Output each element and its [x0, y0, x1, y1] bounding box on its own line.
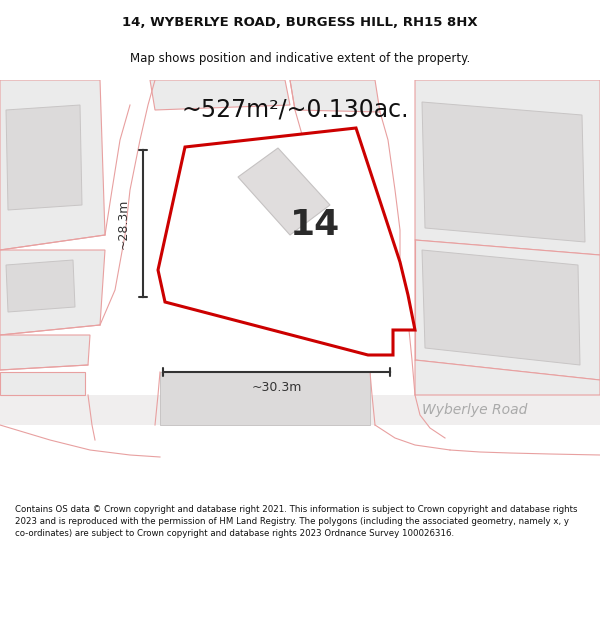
Text: ~527m²/~0.130ac.: ~527m²/~0.130ac.: [181, 98, 409, 122]
Polygon shape: [160, 372, 370, 425]
Polygon shape: [150, 80, 290, 110]
Polygon shape: [6, 260, 75, 312]
Polygon shape: [0, 372, 85, 395]
Polygon shape: [6, 105, 82, 210]
Text: Wyberlye Road: Wyberlye Road: [422, 403, 527, 417]
Text: 14: 14: [290, 208, 340, 242]
Polygon shape: [422, 102, 585, 242]
Text: Map shows position and indicative extent of the property.: Map shows position and indicative extent…: [130, 52, 470, 65]
Polygon shape: [415, 240, 600, 380]
Text: ~30.3m: ~30.3m: [251, 381, 302, 394]
Polygon shape: [238, 148, 330, 235]
Text: 14, WYBERLYE ROAD, BURGESS HILL, RH15 8HX: 14, WYBERLYE ROAD, BURGESS HILL, RH15 8H…: [122, 16, 478, 29]
Text: ~28.3m: ~28.3m: [116, 198, 130, 249]
Polygon shape: [290, 80, 380, 112]
Polygon shape: [0, 395, 600, 425]
Polygon shape: [415, 360, 600, 395]
Polygon shape: [0, 250, 105, 335]
Polygon shape: [0, 335, 90, 370]
Text: Contains OS data © Crown copyright and database right 2021. This information is : Contains OS data © Crown copyright and d…: [15, 506, 577, 538]
Polygon shape: [415, 80, 600, 255]
Polygon shape: [0, 80, 105, 250]
Polygon shape: [422, 250, 580, 365]
Polygon shape: [158, 128, 415, 355]
